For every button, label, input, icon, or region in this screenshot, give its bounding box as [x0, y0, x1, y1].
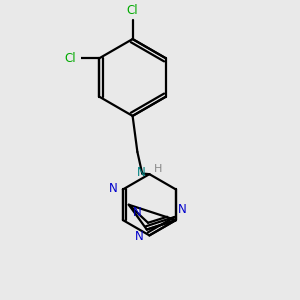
- Text: N: N: [132, 206, 141, 219]
- Text: Cl: Cl: [127, 4, 138, 17]
- Text: N: N: [178, 203, 187, 217]
- Text: N: N: [135, 230, 143, 243]
- Text: N: N: [109, 182, 118, 195]
- Text: N: N: [136, 166, 146, 179]
- Text: Cl: Cl: [65, 52, 76, 65]
- Text: H: H: [154, 164, 163, 174]
